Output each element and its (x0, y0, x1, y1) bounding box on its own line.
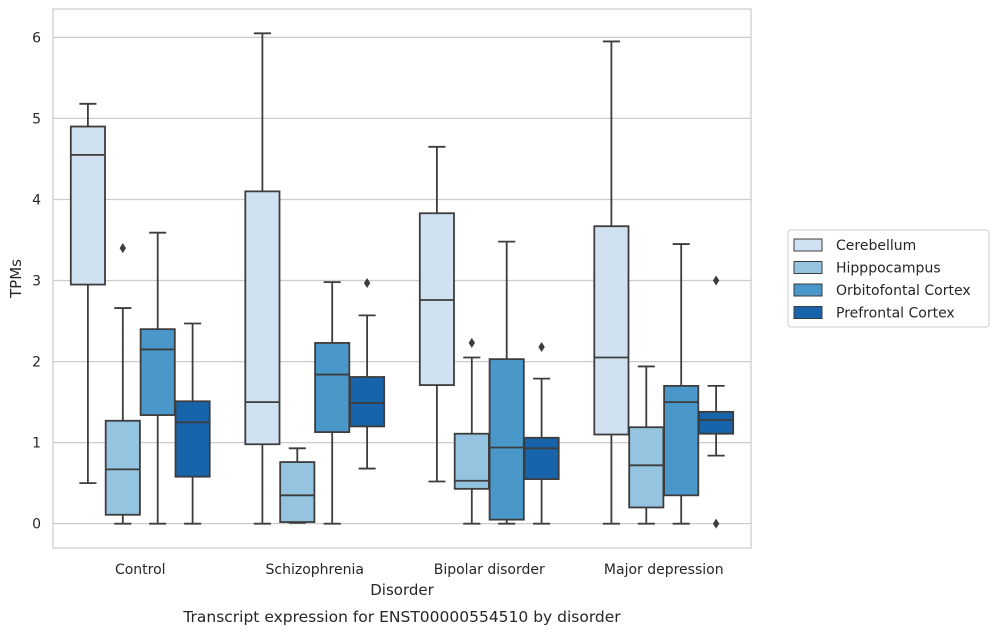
y-axis-label: TPMs (7, 259, 25, 299)
outlier-point (538, 341, 545, 352)
legend-label: Prefrontal Cortex (836, 306, 955, 322)
legend-label: Hipppocampus (836, 261, 941, 277)
box-prefrontal-cortex (523, 341, 560, 525)
legend: Cerebellum Hipppocampus Orbitofontal Corte… (787, 229, 990, 328)
box-iqr (488, 358, 525, 521)
box-iqr (69, 125, 106, 286)
box-prefrontal-cortex (349, 277, 386, 470)
box-hipppocampus (279, 447, 316, 524)
box-iqr (349, 376, 386, 428)
y-tick-label: 4 (32, 192, 41, 208)
box-iqr (628, 426, 665, 509)
y-tick-label: 6 (32, 30, 41, 46)
box-iqr (698, 410, 735, 435)
legend-frame (787, 229, 990, 328)
outlier-point (363, 277, 371, 288)
box-prefrontal-cortex (174, 322, 211, 525)
y-tick-labels: 0 1 2 3 4 5 6 (32, 30, 41, 532)
box-orbitofontal-cortex (663, 243, 700, 525)
box-cerebellum (69, 102, 106, 485)
x-tick-labels: Control Schizophrenia Bipolar disorder Majo… (115, 562, 724, 578)
outlier-point (468, 337, 475, 348)
legend-label: Orbitofontal Cortex (836, 283, 971, 299)
box-iqr (104, 419, 141, 516)
box-hipppocampus (628, 365, 665, 525)
box-iqr (139, 328, 176, 416)
x-tick-label: Schizophrenia (266, 562, 364, 578)
outlier-point (712, 518, 720, 529)
box-cerebellum (244, 32, 281, 525)
box-orbitofontal-cortex (139, 231, 176, 525)
x-tick-label: Bipolar disorder (434, 562, 545, 578)
box-cerebellum (593, 40, 630, 525)
box-iqr (174, 400, 211, 478)
y-tick-label: 2 (32, 355, 41, 371)
x-axis-label: Disorder (370, 581, 434, 599)
y-tick-label: 1 (32, 436, 41, 452)
box-orbitofontal-cortex (488, 240, 525, 525)
y-tick-label: 3 (32, 274, 41, 290)
legend-swatch (793, 238, 823, 252)
x-tick-label: Control (115, 562, 166, 578)
legend-swatch (793, 306, 823, 319)
box-iqr (593, 225, 630, 436)
box-hipppocampus (453, 337, 490, 525)
x-tick-label: Major depression (604, 562, 724, 578)
y-tick-label: 5 (32, 111, 41, 127)
legend-label: Cerebellum (836, 238, 916, 254)
legend-swatch (793, 261, 823, 274)
box-hipppocampus (104, 243, 141, 525)
box-cerebellum (418, 145, 455, 483)
y-tick-label: 0 (32, 517, 41, 533)
box-iqr (314, 342, 351, 433)
outlier-point (119, 243, 126, 254)
box-iqr (279, 461, 316, 523)
outlier-point (712, 275, 720, 286)
box-iqr (244, 190, 281, 446)
box-prefrontal-cortex (698, 275, 735, 529)
boxes-layer (69, 32, 735, 529)
box-iqr (663, 384, 700, 497)
box-iqr (523, 436, 560, 481)
chart-caption: Transcript expression for ENST0000055451… (182, 608, 621, 626)
legend-swatch (793, 283, 823, 297)
plot-frame (52, 8, 752, 549)
